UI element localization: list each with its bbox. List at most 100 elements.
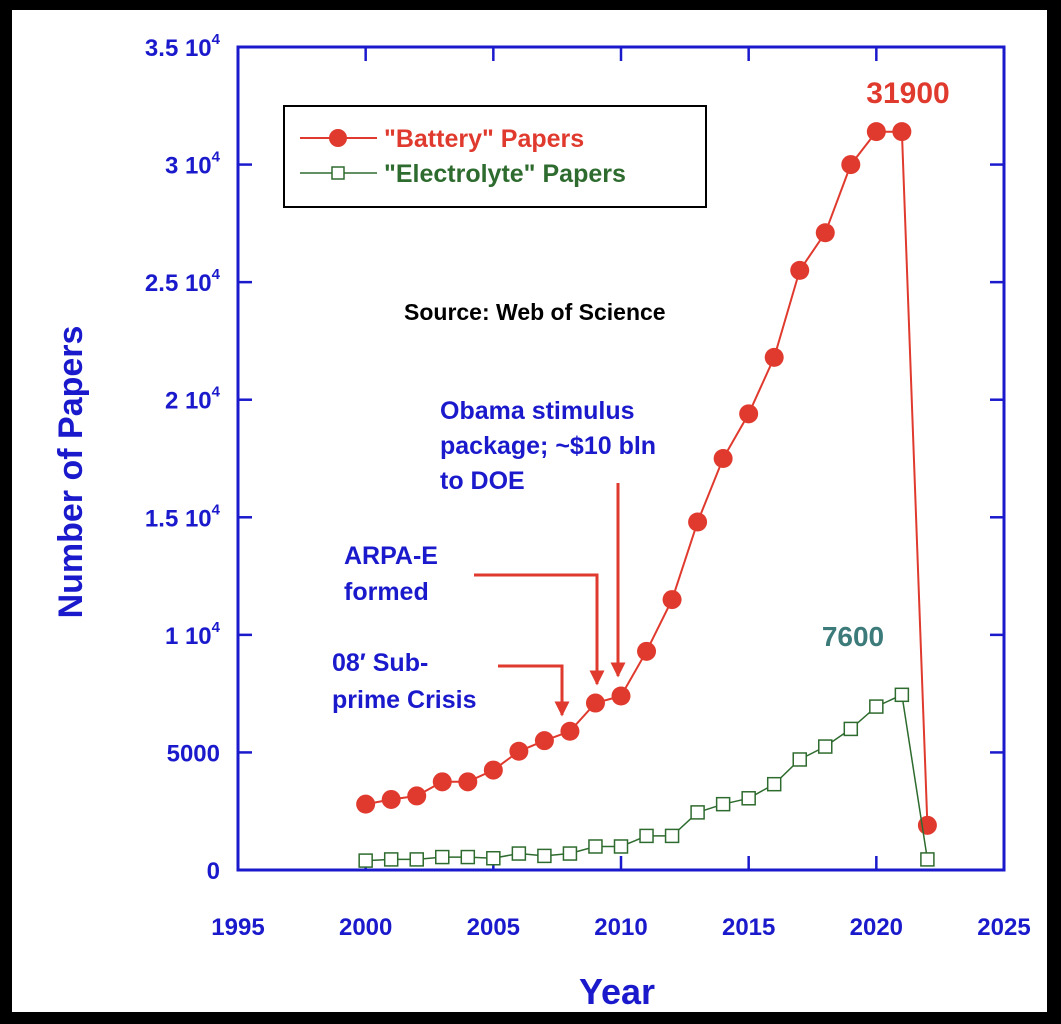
electrolyte-point — [741, 791, 756, 806]
legend-box — [283, 105, 707, 208]
electrolyte-point — [792, 752, 807, 767]
battery-point — [356, 794, 376, 814]
y-tick-base: 5000 — [167, 740, 220, 767]
electrolyte-point — [715, 796, 731, 812]
battery-point — [866, 122, 886, 142]
subprime-arrow — [498, 664, 570, 717]
axis-ticks — [236, 45, 1006, 872]
legend-battery-label: "Battery" Papers — [384, 125, 584, 153]
x-tick-label: 2010 — [594, 914, 647, 941]
y-tick-base: 2.5 10 — [145, 270, 212, 297]
electrolyte-point — [690, 805, 705, 820]
electrolyte-point — [766, 776, 782, 792]
electrolyte-point — [869, 699, 884, 714]
x-tick-label: 2020 — [850, 914, 903, 941]
series-layer — [356, 122, 937, 868]
battery-point — [585, 693, 605, 713]
x-tick-labels: 1995 2000 2005 2010 2015 2020 2025 — [211, 914, 1030, 941]
y-tick-exponent: 4 — [212, 384, 221, 401]
battery-point — [381, 789, 401, 809]
y-tick-base: 2 10 — [165, 388, 212, 415]
arpa-annotation: ARPA-E formed — [344, 542, 438, 606]
battery-peak-label: 31900 — [866, 77, 949, 110]
battery-point — [841, 155, 861, 175]
y-tick-base: 3.5 10 — [145, 35, 212, 62]
battery-point — [662, 590, 682, 610]
x-tick-label: 2000 — [339, 914, 392, 941]
electrolyte-point — [562, 846, 578, 861]
x-tick-label: 2005 — [467, 914, 520, 941]
arpa-arrow — [474, 573, 605, 686]
x-axis-title: Year — [579, 971, 655, 1012]
legend: "Battery" Papers "Electrolyte" Papers — [283, 105, 707, 208]
battery-point — [432, 772, 452, 792]
electrolyte-point — [537, 848, 552, 864]
battery-point — [688, 512, 708, 532]
x-tick-label: 2015 — [722, 914, 775, 941]
y-tick-base: 1 10 — [165, 623, 212, 650]
obama-line-3: to DOE — [440, 467, 525, 495]
electrolyte-point — [664, 828, 680, 844]
electrolyte-point — [588, 839, 603, 854]
legend-battery-marker — [329, 129, 347, 147]
battery-point — [892, 122, 912, 142]
y-tick-label: 3.5 104 — [145, 31, 221, 62]
electrolyte-point — [460, 849, 476, 865]
electrolyte-point — [639, 828, 654, 844]
electrolyte-peak-label: 7600 — [822, 621, 884, 652]
arpa-line-1: ARPA-E — [344, 542, 438, 570]
y-tick-label: 3 104 — [165, 149, 221, 180]
battery-point — [713, 449, 733, 468]
y-tick-label: 1 104 — [165, 619, 221, 650]
battery-point — [509, 741, 529, 761]
electrolyte-point — [920, 852, 935, 867]
source-annotation: Source: Web of Science — [404, 299, 666, 325]
y-tick-exponent: 4 — [212, 619, 221, 636]
y-tick-exponent: 4 — [212, 501, 221, 518]
y-tick-exponent: 4 — [212, 266, 221, 283]
battery-point — [560, 721, 580, 741]
electrolyte-point — [358, 853, 373, 868]
battery-point — [458, 772, 478, 792]
electrolyte-point — [511, 846, 527, 861]
battery-point — [611, 686, 631, 706]
x-tick-label: 2025 — [977, 914, 1030, 941]
electrolyte-point — [383, 852, 399, 867]
y-axis-title: Number of Papers — [52, 326, 90, 619]
y-tick-exponent: 4 — [212, 31, 221, 48]
y-tick-base: 3 10 — [165, 153, 212, 180]
y-tick-base: 1.5 10 — [145, 505, 212, 532]
battery-point — [764, 347, 784, 367]
legend-electrolyte-marker — [331, 166, 345, 180]
battery-point — [815, 223, 835, 243]
electrolyte-point — [486, 850, 501, 866]
electrolyte-point — [894, 687, 910, 703]
chart-frame: 1995 2000 2005 2010 2015 2020 2025 0 5000 1 104 1… — [12, 10, 1047, 1012]
electrolyte-point — [613, 839, 629, 854]
arpa-line-2: formed — [344, 578, 429, 606]
electrolyte-point — [435, 849, 450, 865]
subprime-line-2: prime Crisis — [332, 686, 477, 714]
y-tick-label: 0 — [207, 858, 220, 885]
electrolyte-point — [409, 852, 424, 867]
y-tick-label: 2 104 — [165, 384, 221, 415]
subprime-line-1: 08′ Sub- — [332, 649, 428, 677]
electrolyte-point — [843, 721, 859, 737]
obama-line-1: Obama stimulus — [440, 397, 635, 425]
battery-point — [637, 641, 657, 661]
y-tick-exponent: 4 — [212, 149, 221, 166]
x-tick-label: 1995 — [211, 914, 264, 941]
battery-point — [534, 731, 554, 751]
legend-electrolyte-label: "Electrolyte" Papers — [384, 160, 626, 188]
y-tick-label: 2.5 104 — [145, 266, 221, 297]
y-tick-base: 0 — [207, 858, 220, 885]
subprime-annotation: 08′ Sub- prime Crisis — [332, 649, 477, 714]
battery-point — [407, 786, 427, 806]
battery-point — [790, 260, 810, 280]
y-tick-label: 1.5 104 — [145, 501, 221, 532]
y-tick-label: 5000 — [167, 740, 220, 767]
obama-line-2: package; ~$10 bln — [440, 432, 656, 460]
obama-annotation: Obama stimulus package; ~$10 bln to DOE — [440, 397, 656, 495]
battery-point — [739, 404, 759, 424]
